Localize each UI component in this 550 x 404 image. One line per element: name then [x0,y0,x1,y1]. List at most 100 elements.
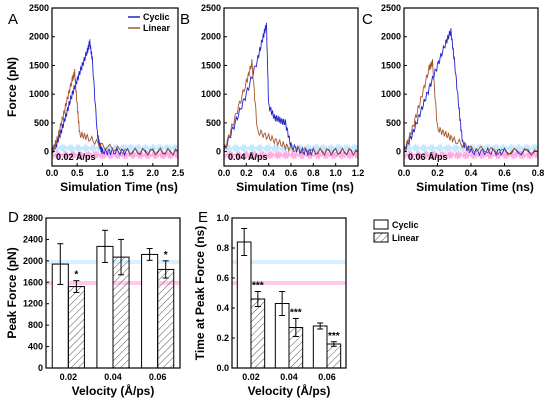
x-tick-label: 0.02 [60,372,78,382]
x-tick-label: 0.8 [532,168,545,178]
shadow-trace [403,149,539,161]
x-tick-label: 0.6 [498,168,511,178]
bar-cyclic [96,245,114,369]
y-tick-label: 1200 [23,299,43,309]
panel-letter: B [180,11,190,28]
series-cyclic-line [403,28,539,157]
x-tick-label: 0.8 [307,168,320,178]
y-tick-label: 2400 [23,234,43,244]
y-tick-label: 0.4 [216,303,229,313]
y-axis-title: Force (pN) [5,57,19,117]
panel-letter: D [8,209,19,226]
significance-marker: *** [328,331,340,342]
bar-cyclic [236,241,252,369]
series-cyclic-line [223,22,359,157]
x-tick-label: 0.06 [149,372,167,382]
x-tick-label: 0.5 [71,168,84,178]
legend-swatch-linear [373,232,389,243]
significance-marker: *** [252,281,264,292]
y-tick-label: 0.8 [216,243,229,253]
y-tick-label: 2000 [201,32,221,42]
bar-linear [250,298,266,369]
panel-a: 0 500 1000 1500 2000 2500 0.0 0.5 1.0 1.5 2.0 2.5 Si… [5,3,184,194]
x-tick-label: 1.2 [352,168,365,178]
series-linear-line [403,59,539,156]
series-linear-line [51,68,179,156]
x-axis-title: Simulation Time (ns) [236,180,354,194]
x-axis-title: Velocity (Å/ps) [72,383,155,398]
x-tick-label: 0.02 [242,372,260,382]
panel-d: * 0.02 0.04 * 0.06 0 400 800 1200 1600 2000 2400 280… [5,209,181,398]
velocity-annotation: 0.06 Å/ps [408,152,448,162]
y-tick-label: 2000 [29,32,49,42]
x-tick-label: 0.2 [240,168,253,178]
bar-linear [67,286,85,369]
y-tick-label: 500 [34,118,49,128]
x-tick-label: 0.6 [285,168,298,178]
bar-linear [157,268,175,369]
y-tick-label: 2000 [381,32,401,42]
y-tick-label: 1500 [381,60,401,70]
axes-frame [223,7,359,167]
velocity-annotation: 0.04 Å/ps [228,152,268,162]
axes-frame [45,217,181,369]
bar-cyclic [312,325,328,369]
x-tick-label: 0.06 [318,372,336,382]
y-tick-label: 0 [396,147,401,157]
x-axis-title: Simulation Time (ns) [60,180,178,194]
panel-e: *** 0.02 *** 0.04 *** 0.06 0.0 0.2 0.4 0.6 0.8 1.0 V… [193,209,420,398]
y-tick-label: 2500 [29,3,49,13]
y-tick-label: 0.6 [216,273,229,283]
shadow-trace [403,143,539,154]
legend-swatch-cyclic [373,219,389,230]
y-tick-label: 2500 [381,3,401,13]
velocity-annotation: 0.02 Å/ps [56,152,96,162]
y-tick-label: 500 [206,118,221,128]
y-tick-label: 1000 [201,89,221,99]
x-tick-label: 0.0 [398,168,411,178]
x-tick-label: 1.5 [121,168,134,178]
y-tick-label: 0 [44,147,49,157]
x-tick-label: 0.4 [465,168,478,178]
y-tick-label: 2500 [201,3,221,13]
noise-band [232,260,346,264]
noise-band [232,281,346,285]
x-tick-label: 0.0 [218,168,231,178]
series-linear-line [223,59,359,157]
panel-c: 0 500 1000 1500 2000 2500 0.0 0.2 0.4 0.6 0.8 Simul… [362,3,544,194]
panel-letter: E [198,209,208,226]
significance-marker: * [74,270,78,281]
x-tick-label: 0.0 [46,168,59,178]
legend-label-cyclic: Cyclic [392,220,419,230]
y-tick-label: 800 [28,320,43,330]
x-tick-label: 2.5 [172,168,185,178]
x-tick-label: 1.0 [329,168,342,178]
x-tick-label: 0.04 [104,372,122,382]
x-tick-label: 2.0 [147,168,160,178]
y-tick-label: 2000 [23,256,43,266]
panel-b: 0 500 1000 1500 2000 2500 0.0 0.2 0.4 0.6 0.8 1.0 1.… [180,3,364,194]
x-tick-label: 0.04 [280,372,298,382]
y-tick-label: 0.2 [216,333,229,343]
legend-label-linear: Linear [392,233,420,243]
y-tick-label: 1500 [201,60,221,70]
y-tick-label: 1500 [29,60,49,70]
bar-linear [326,343,342,369]
significance-marker: *** [290,308,302,319]
axes-frame [231,217,347,369]
y-tick-label: 0 [38,363,43,373]
y-tick-label: 1.0 [216,213,229,223]
shadow-trace [223,149,359,161]
y-tick-label: 1000 [381,89,401,99]
y-tick-label: 0 [216,147,221,157]
panel-letter: A [8,11,18,28]
y-tick-label: 1000 [29,89,49,99]
y-axis-title: Time at Peak Force (ns) [193,226,207,361]
y-tick-label: 1600 [23,277,43,287]
shadow-trace [51,142,179,154]
x-axis-title: Velocity (Å/ps) [248,383,331,398]
y-tick-label: 0.0 [216,363,229,373]
y-axis-title: Peak Force (pN) [5,247,19,338]
axes-frame [51,7,179,167]
